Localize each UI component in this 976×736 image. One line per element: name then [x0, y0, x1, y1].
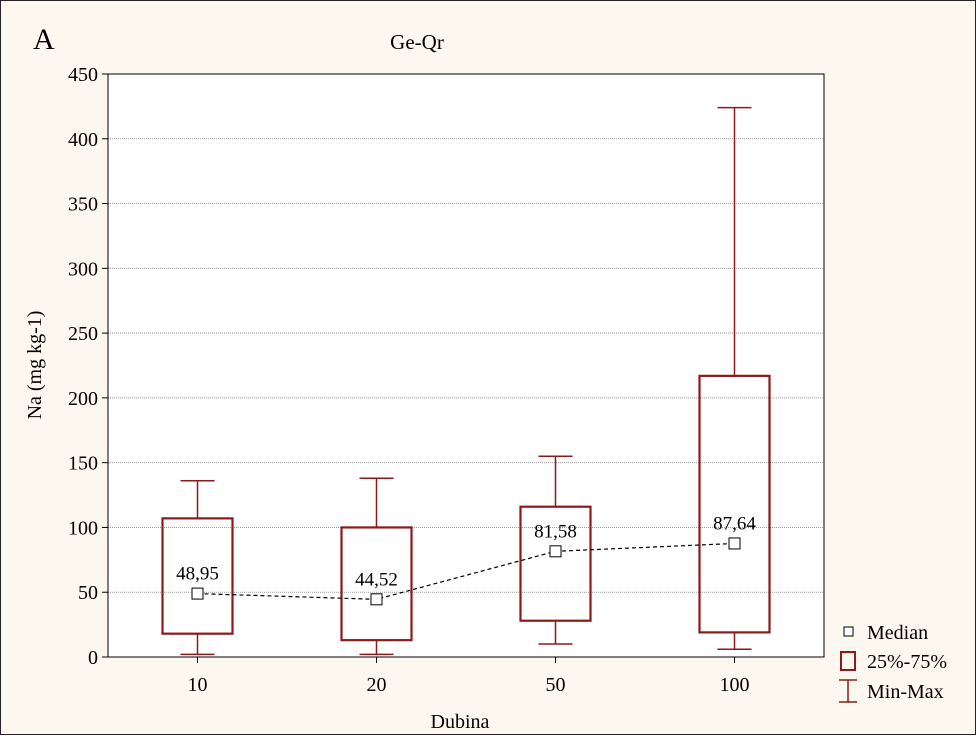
- iqr-box: [340, 526, 413, 642]
- legend-box-symbol: [840, 651, 856, 671]
- y-tick-label: 300: [68, 258, 98, 280]
- legend-box-label: 25%-75%: [867, 651, 947, 673]
- legend-whisker-label: Min-Max: [867, 681, 944, 703]
- y-tick-label: 50: [78, 582, 98, 604]
- legend-median-symbol: [843, 626, 854, 637]
- legend-median-label: Median: [867, 622, 928, 644]
- x-tick-label: 10: [188, 674, 208, 696]
- x-tick-label: 100: [720, 674, 750, 696]
- median-value-label: 44,52: [355, 569, 398, 590]
- x-tick-label: 50: [546, 674, 566, 696]
- y-tick-label: 200: [68, 388, 98, 410]
- iqr-box: [519, 505, 592, 622]
- x-axis-title: Dubina: [431, 711, 490, 733]
- iqr-box: [698, 374, 771, 634]
- median-value-label: 48,95: [176, 564, 219, 585]
- median-marker: [549, 545, 562, 558]
- y-tick-label: 250: [68, 323, 98, 345]
- y-axis-title: Na (mg kg-1): [24, 311, 46, 420]
- median-marker: [370, 593, 383, 606]
- iqr-box: [161, 517, 234, 635]
- y-tick-label: 400: [68, 129, 98, 151]
- y-tick-label: 450: [68, 64, 98, 86]
- median-value-label: 81,58: [534, 521, 577, 542]
- median-marker: [191, 587, 204, 600]
- plot-frame: [107, 73, 825, 658]
- plot-area: [108, 74, 824, 657]
- y-tick-label: 100: [68, 517, 98, 539]
- x-tick-label: 20: [367, 674, 387, 696]
- median-marker: [728, 537, 741, 550]
- y-tick-label: 0: [88, 647, 98, 669]
- y-tick-label: 150: [68, 453, 98, 475]
- panel-letter: A: [33, 23, 55, 56]
- y-tick-label: 350: [68, 194, 98, 216]
- chart-title: Ge-Qr: [390, 30, 444, 54]
- median-value-label: 87,64: [713, 513, 756, 534]
